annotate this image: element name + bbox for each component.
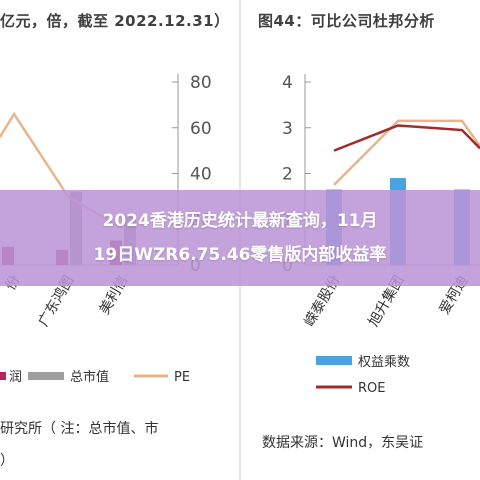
right-axis-tick-label: 4 [282, 73, 293, 93]
left-legend-pe: PE [174, 370, 190, 385]
headline-line-1: 2024香港历史统计最新查询，11月 [102, 211, 378, 231]
left-legend-swatch-profit [0, 372, 6, 380]
right-legend-equity: 权益乘数 [358, 354, 410, 370]
right-chart-title: 图44：可比公司杜邦分析 [258, 12, 435, 30]
left-axis-tick-label: 60 [190, 119, 212, 139]
left-legend-swatch-marketcap [28, 372, 64, 380]
left-chart-title: 亿元，倍，截至 2022.12.31） [0, 12, 230, 30]
right-source-note: 数据来源：Wind，东吴证 [262, 435, 424, 451]
right-axis-tick-label: 2 [282, 165, 293, 185]
headline-banner: 2024香港历史统计最新查询，11月 19日WZR6.75.46零售版内部收益率 [0, 190, 480, 286]
right-axis-tick-label: 3 [282, 119, 293, 139]
left-legend-profit: 润 [9, 370, 22, 385]
left-axis-tick-label: 40 [190, 165, 212, 185]
left-source-note-2: ） [0, 453, 14, 469]
right-line-beige [333, 119, 480, 186]
left-source-note: 研究所（ 注：总市值、市 [0, 421, 159, 437]
right-legend-roe: ROE [358, 381, 385, 396]
right-legend-swatch-equity [316, 356, 352, 365]
headline-line-2: 19日WZR6.75.46零售版内部收益率 [93, 245, 387, 265]
left-legend-marketcap: 总市值 [70, 369, 109, 385]
right-roe-line [333, 124, 480, 152]
left-axis-tick-label: 80 [190, 73, 212, 93]
